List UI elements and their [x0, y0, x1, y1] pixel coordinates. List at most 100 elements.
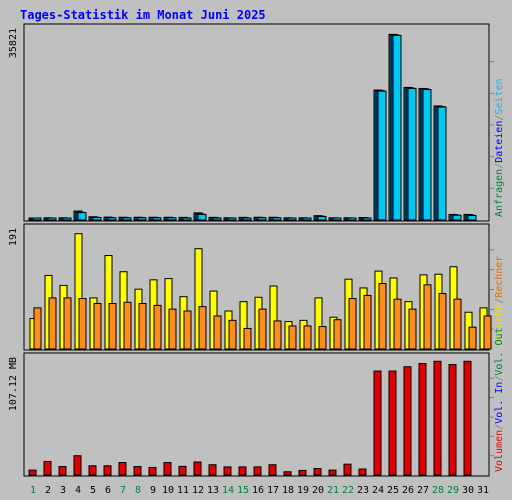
bar-volume-volumen-day-25	[388, 370, 397, 476]
x-tick-label-12: 12	[192, 485, 204, 496]
bar-volume-volumen-day-11	[178, 465, 187, 476]
bar-volume-volumen-day-3	[58, 466, 67, 476]
legend-entry: /	[494, 424, 505, 430]
x-tick-label-26: 26	[402, 485, 414, 496]
bar-visits-rechner-day-19	[303, 325, 312, 350]
bar-volume-volumen-day-9	[148, 466, 157, 476]
bar-volume-volumen-day-13	[208, 464, 217, 476]
legend-volume: Volumen/Vol. In/Vol. Out	[494, 327, 505, 472]
x-axis-tick-labels: 1 2 3 4 5 6 7 8 9 10 11 12 13 14 15 16 17 18 19 20 21 22 23 24 2…	[30, 485, 489, 496]
bar-requests-seiten-day-15	[242, 217, 252, 221]
bar-volume-volumen-day-30	[463, 360, 472, 476]
x-tick-label-17: 17	[267, 485, 279, 496]
x-tick-label-6: 6	[105, 485, 111, 496]
legend-entry: /	[494, 298, 505, 304]
bar-requests-seiten-day-14	[227, 217, 237, 221]
bar-visits-rechner-day-2	[48, 297, 57, 350]
x-tick-label-10: 10	[162, 485, 174, 496]
bar-requests-seiten-day-12	[197, 213, 207, 221]
bar-requests-seiten-day-27	[422, 89, 432, 221]
bar-requests-seiten-day-6	[107, 217, 117, 221]
bar-requests-seiten-day-25	[392, 34, 402, 221]
legend-entry: Anfragen	[494, 169, 505, 217]
legend-entry: Seiten	[494, 78, 505, 114]
y-axis-max-label: 191	[8, 228, 19, 246]
legend-entry: Vol. In	[494, 382, 505, 424]
bar-visits-rechner-day-3	[63, 297, 72, 350]
bar-visits-rechner-day-12	[198, 306, 207, 350]
x-tick-label-22: 22	[342, 485, 354, 496]
bar-volume-volumen-day-28	[433, 360, 442, 476]
bar-requests-seiten-day-29	[452, 214, 462, 221]
bar-visits-rechner-day-8	[138, 303, 147, 350]
series-seiten	[32, 34, 477, 221]
bar-requests-seiten-day-8	[137, 217, 147, 221]
bar-visits-rechner-day-6	[108, 303, 117, 350]
bar-volume-volumen-day-5	[88, 465, 97, 476]
bar-requests-seiten-day-20	[317, 216, 327, 221]
bar-requests-seiten-day-10	[167, 217, 177, 221]
bar-visits-rechner-day-4	[78, 298, 87, 350]
bar-requests-seiten-day-9	[152, 217, 162, 221]
bar-visits-rechner-day-21	[333, 319, 342, 350]
panel-visits: 191 Besuche/Rechner	[8, 223, 505, 351]
bar-volume-volumen-day-7	[118, 462, 127, 476]
bar-visits-rechner-day-28	[438, 293, 447, 350]
chart-title: Tages-Statistik im Monat Juni 2025	[20, 8, 266, 22]
x-tick-label-30: 30	[462, 485, 474, 496]
bar-volume-volumen-day-26	[403, 366, 412, 476]
bar-requests-seiten-day-24	[377, 90, 387, 221]
bar-visits-rechner-day-18	[288, 325, 297, 350]
bar-requests-seiten-day-23	[362, 217, 372, 221]
bar-requests-seiten-day-30	[467, 214, 477, 221]
bar-requests-seiten-day-1	[32, 217, 42, 221]
bar-volume-volumen-day-27	[418, 362, 427, 476]
bar-requests-seiten-day-2	[47, 217, 57, 221]
bar-visits-rechner-day-14	[228, 319, 237, 350]
bar-volume-volumen-day-4	[73, 455, 82, 476]
x-tick-label-8: 8	[135, 485, 141, 496]
bar-visits-rechner-day-7	[123, 301, 132, 350]
legend-entry: Dateien	[494, 121, 505, 163]
bar-volume-volumen-day-8	[133, 466, 142, 476]
x-tick-label-20: 20	[312, 485, 324, 496]
bar-requests-seiten-day-22	[347, 217, 357, 221]
bar-volume-volumen-day-1	[28, 469, 37, 476]
x-tick-label-2: 2	[45, 485, 51, 496]
bar-visits-rechner-day-22	[348, 298, 357, 350]
bar-visits-rechner-day-23	[363, 294, 372, 350]
bar-requests-seiten-day-19	[302, 217, 312, 221]
bar-visits-rechner-day-16	[258, 308, 267, 350]
bar-visits-rechner-day-29	[453, 298, 462, 350]
bar-visits-rechner-day-20	[318, 326, 327, 350]
bar-visits-rechner-day-30	[468, 326, 477, 350]
bar-requests-seiten-day-18	[287, 217, 297, 221]
bar-visits-rechner-day-1	[33, 307, 42, 350]
bar-volume-volumen-day-23	[358, 468, 367, 476]
x-tick-label-29: 29	[447, 485, 459, 496]
bar-requests-seiten-day-26	[407, 87, 417, 221]
bar-volume-volumen-day-10	[163, 462, 172, 476]
bar-requests-seiten-day-28	[437, 106, 447, 221]
x-tick-label-16: 16	[252, 485, 264, 496]
series-rechner	[33, 283, 492, 350]
legend-entry: Vol. Out	[494, 327, 505, 375]
bar-requests-seiten-day-4	[77, 212, 87, 221]
x-tick-label-21: 21	[327, 485, 339, 496]
bar-volume-volumen-day-12	[193, 461, 202, 476]
x-tick-label-13: 13	[207, 485, 219, 496]
legend-visits: Besuche/Rechner	[494, 256, 505, 346]
x-tick-label-24: 24	[372, 485, 384, 496]
x-tick-label-25: 25	[387, 485, 399, 496]
bar-visits-rechner-day-27	[423, 284, 432, 350]
bar-volume-volumen-day-15	[238, 466, 247, 476]
bar-volume-volumen-day-14	[223, 466, 232, 476]
bar-visits-rechner-day-10	[168, 308, 177, 350]
x-tick-label-3: 3	[60, 485, 66, 496]
x-tick-label-15: 15	[237, 485, 249, 496]
x-tick-label-7: 7	[120, 485, 126, 496]
bar-visits-rechner-day-15	[243, 327, 252, 350]
